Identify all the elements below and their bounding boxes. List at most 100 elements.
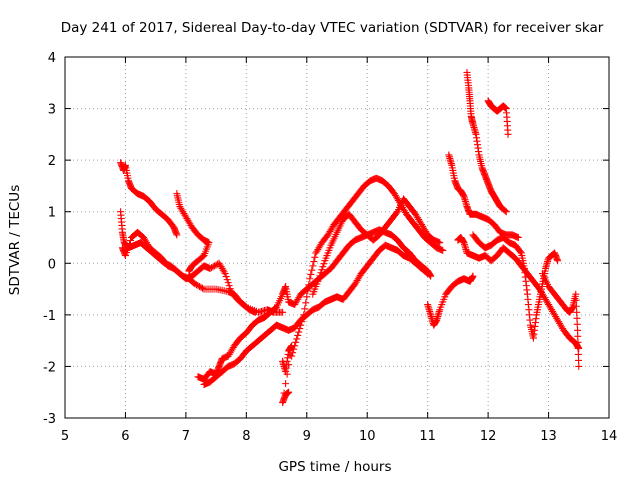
data-point — [574, 350, 582, 358]
data-point — [302, 299, 310, 307]
data-point — [318, 266, 326, 274]
data-points — [117, 68, 583, 407]
data-point — [303, 293, 311, 301]
x-axis-label: GPS time / hours — [278, 459, 391, 475]
data-point — [575, 362, 583, 370]
data-point — [298, 318, 306, 326]
data-point — [423, 269, 431, 277]
data-point — [226, 285, 234, 293]
x-tick-label: 10 — [359, 429, 376, 444]
y-tick-label: -2 — [43, 360, 56, 375]
data-point — [309, 262, 317, 270]
data-point — [306, 275, 314, 283]
data-point — [310, 258, 318, 266]
data-point — [320, 260, 328, 268]
y-axis-label: SDTVAR / TECUs — [7, 185, 23, 295]
data-point — [305, 281, 313, 289]
data-point — [516, 248, 524, 256]
series-track-4 — [173, 190, 213, 275]
data-point — [295, 328, 303, 336]
x-tick-label: 12 — [480, 429, 497, 444]
x-tick-label: 13 — [540, 429, 557, 444]
y-tick-label: -3 — [43, 412, 56, 427]
data-point — [220, 268, 228, 276]
data-point — [208, 264, 216, 272]
data-point — [514, 234, 522, 241]
series-track-12 — [454, 234, 583, 352]
y-tick-label: 1 — [48, 206, 56, 221]
data-point — [285, 388, 293, 396]
y-tick-label: 4 — [48, 51, 56, 66]
data-point — [504, 130, 512, 138]
data-point — [316, 272, 324, 280]
data-point — [439, 246, 447, 254]
series-track-13 — [463, 68, 510, 216]
x-tick-label: 11 — [419, 429, 436, 444]
data-point — [288, 352, 296, 360]
data-point — [292, 338, 300, 346]
data-point — [299, 314, 307, 322]
series-track-16 — [539, 270, 583, 370]
data-point — [279, 308, 287, 316]
data-point — [289, 349, 297, 357]
data-point — [315, 275, 323, 283]
data-point — [297, 321, 305, 329]
data-point — [572, 290, 580, 298]
y-tick-label: -1 — [43, 309, 56, 324]
x-tick-label: 14 — [601, 429, 618, 444]
series-track-11 — [445, 151, 522, 241]
data-point — [197, 283, 205, 291]
series-track-8 — [288, 174, 447, 360]
data-point — [573, 314, 581, 322]
data-point — [573, 308, 581, 316]
data-point — [308, 266, 316, 274]
data-point — [282, 380, 290, 388]
series-track-15 — [469, 231, 562, 342]
data-point — [121, 252, 129, 260]
data-point — [191, 280, 199, 288]
data-point — [424, 270, 432, 278]
data-point — [122, 249, 130, 257]
data-point — [192, 281, 200, 289]
y-tick-label: 2 — [48, 154, 56, 169]
data-point — [293, 335, 301, 343]
y-tick-label: 3 — [48, 103, 56, 118]
series-track-3 — [118, 228, 259, 316]
series-track-10 — [424, 272, 477, 329]
series-track-9 — [309, 195, 444, 298]
data-point — [126, 237, 134, 245]
data-point — [301, 305, 309, 313]
x-tick-label: 9 — [303, 429, 311, 444]
x-tick-label: 6 — [121, 429, 129, 444]
x-tick-label: 5 — [61, 429, 69, 444]
data-point — [304, 287, 312, 295]
data-point — [285, 361, 293, 369]
series-track-7 — [279, 342, 296, 407]
series-track-6 — [200, 241, 432, 388]
data-point — [185, 267, 193, 275]
series-track-1 — [117, 159, 181, 239]
data-point — [206, 264, 214, 272]
y-tick-label: 0 — [48, 257, 56, 272]
data-point — [224, 279, 232, 287]
data-point — [296, 325, 304, 333]
data-point — [125, 240, 133, 248]
data-point — [290, 345, 298, 353]
data-point — [502, 208, 510, 216]
data-point — [222, 273, 230, 281]
data-point — [194, 282, 202, 290]
data-point — [123, 246, 131, 254]
data-point — [317, 269, 325, 277]
data-point — [574, 332, 582, 340]
data-point — [195, 282, 203, 290]
data-point — [124, 243, 132, 251]
data-point — [574, 344, 582, 352]
data-point — [294, 331, 302, 339]
data-point — [251, 308, 259, 316]
series-track-14 — [484, 97, 512, 138]
data-point — [223, 276, 231, 284]
data-point — [501, 207, 509, 215]
data-point — [311, 253, 319, 261]
data-point — [225, 282, 233, 290]
